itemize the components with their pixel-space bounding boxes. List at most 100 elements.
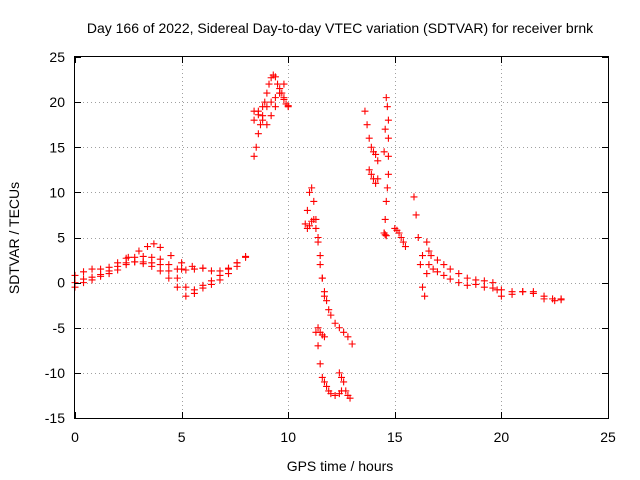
data-point (97, 272, 105, 280)
data-point (331, 391, 339, 399)
data-point (250, 152, 258, 160)
series-arc-t (425, 261, 501, 294)
x-tick-label: 10 (280, 429, 296, 445)
data-point (316, 261, 324, 269)
data-point (374, 157, 382, 165)
series-arc-g (250, 80, 288, 129)
data-point (382, 94, 390, 102)
data-point (199, 284, 207, 292)
data-point (399, 238, 407, 246)
data-point (148, 262, 156, 270)
data-point (284, 102, 292, 110)
data-point (271, 103, 279, 111)
data-point (267, 98, 275, 106)
data-point (463, 274, 471, 282)
series-arc-l (335, 369, 354, 402)
series-arc-q (391, 224, 409, 251)
data-point (551, 297, 559, 305)
data-point (472, 280, 480, 288)
data-point (167, 252, 175, 260)
data-point (395, 229, 403, 237)
data-point (327, 311, 335, 319)
data-point (316, 360, 324, 368)
series-arc-d (124, 240, 207, 272)
data-point (312, 224, 320, 232)
series-arc-j (312, 328, 345, 399)
data-point (308, 184, 316, 192)
data-point (397, 234, 405, 241)
data-point (348, 340, 356, 348)
data-point (178, 265, 186, 273)
data-point (365, 134, 373, 142)
data-point (381, 125, 389, 133)
data-point (327, 390, 335, 398)
data-point (433, 268, 441, 276)
data-point (323, 382, 331, 390)
data-point (165, 267, 173, 275)
data-point (114, 266, 122, 274)
data-point (423, 270, 431, 278)
data-point (421, 292, 429, 300)
plot-frame (74, 56, 609, 419)
series-arc-r (410, 193, 433, 300)
data-point (380, 148, 388, 156)
data-point (165, 261, 173, 269)
data-point (363, 121, 371, 129)
data-point (325, 306, 333, 314)
data-point (276, 89, 284, 97)
data-point (310, 215, 318, 223)
data-point (316, 252, 324, 260)
y-tick-label: 15 (49, 139, 65, 155)
data-point (410, 193, 418, 201)
data-point (207, 280, 215, 288)
data-point (173, 274, 181, 282)
data-point (124, 253, 132, 261)
series-arc-p (380, 229, 390, 240)
y-tick-label: -15 (45, 410, 65, 426)
data-point (252, 143, 260, 151)
series-arc-k (314, 324, 328, 341)
data-point (320, 378, 328, 386)
data-point (256, 121, 264, 129)
data-point (250, 116, 258, 124)
data-point (335, 369, 343, 377)
chart-title: Day 166 of 2022, Sidereal Day-to-day VTE… (87, 20, 594, 36)
data-point (233, 262, 241, 270)
data-point (182, 292, 190, 300)
data-point (263, 89, 271, 97)
data-points (71, 71, 565, 402)
data-point (493, 286, 501, 294)
data-point (519, 288, 527, 296)
data-point (88, 276, 96, 284)
data-point (156, 261, 164, 269)
y-axis-tick-labels: -15 -10 -5 0 5 10 15 20 25 (45, 49, 65, 426)
data-point (367, 170, 375, 178)
data-point (480, 277, 488, 285)
data-point (425, 261, 433, 269)
data-point (131, 258, 139, 266)
data-point (190, 289, 198, 297)
data-point (361, 107, 369, 115)
data-point (433, 256, 441, 264)
data-point (150, 240, 158, 248)
y-tick-label: 10 (49, 184, 65, 200)
data-point (314, 238, 322, 246)
data-point (207, 267, 215, 275)
data-point (367, 143, 375, 151)
data-point (372, 150, 380, 158)
data-point (303, 206, 311, 214)
data-point (318, 274, 326, 282)
data-point (263, 121, 271, 129)
data-point (188, 262, 196, 270)
data-point (225, 270, 233, 278)
data-point (382, 197, 390, 205)
series-arc-h (301, 184, 356, 348)
data-point (423, 238, 431, 246)
data-point (381, 231, 389, 239)
data-point (265, 80, 273, 88)
data-point (274, 80, 282, 88)
data-point (254, 111, 262, 119)
x-tick-label: 25 (600, 429, 616, 445)
